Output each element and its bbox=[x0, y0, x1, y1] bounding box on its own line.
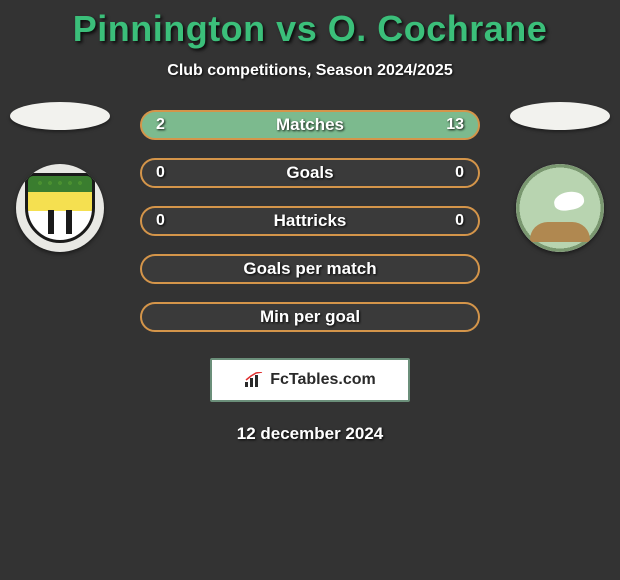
brand-box[interactable]: FcTables.com bbox=[210, 358, 410, 402]
player-photo-placeholder-left bbox=[10, 102, 110, 130]
stat-left-value: 0 bbox=[156, 212, 165, 230]
comparison-area: 2 Matches 13 0 Goals 0 0 Hattricks 0 Goa… bbox=[0, 110, 620, 444]
stat-right-value: 13 bbox=[446, 116, 464, 134]
stat-bars: 2 Matches 13 0 Goals 0 0 Hattricks 0 Goa… bbox=[140, 110, 480, 332]
right-player-column bbox=[500, 102, 620, 252]
stat-bar-goals: 0 Goals 0 bbox=[140, 158, 480, 188]
stat-bar-matches: 2 Matches 13 bbox=[140, 110, 480, 140]
subtitle: Club competitions, Season 2024/2025 bbox=[0, 62, 620, 80]
chart-icon bbox=[244, 372, 264, 388]
stat-left-value: 0 bbox=[156, 164, 165, 182]
club-crest-left bbox=[16, 164, 104, 252]
stat-right-value: 0 bbox=[455, 164, 464, 182]
stat-label: Hattricks bbox=[274, 211, 347, 231]
stat-bar-hattricks: 0 Hattricks 0 bbox=[140, 206, 480, 236]
stat-label: Goals bbox=[286, 163, 333, 183]
stat-label: Min per goal bbox=[260, 307, 360, 327]
date-text: 12 december 2024 bbox=[0, 424, 620, 444]
brand-text: FcTables.com bbox=[270, 371, 376, 389]
club-crest-right bbox=[516, 164, 604, 252]
stat-label: Matches bbox=[276, 115, 344, 135]
page-title: Pinnington vs O. Cochrane bbox=[0, 0, 620, 50]
stat-bar-mpg: Min per goal bbox=[140, 302, 480, 332]
stat-right-value: 0 bbox=[455, 212, 464, 230]
stat-label: Goals per match bbox=[243, 259, 376, 279]
stat-bar-gpm: Goals per match bbox=[140, 254, 480, 284]
left-player-column bbox=[0, 102, 120, 252]
stat-left-value: 2 bbox=[156, 116, 165, 134]
player-photo-placeholder-right bbox=[510, 102, 610, 130]
